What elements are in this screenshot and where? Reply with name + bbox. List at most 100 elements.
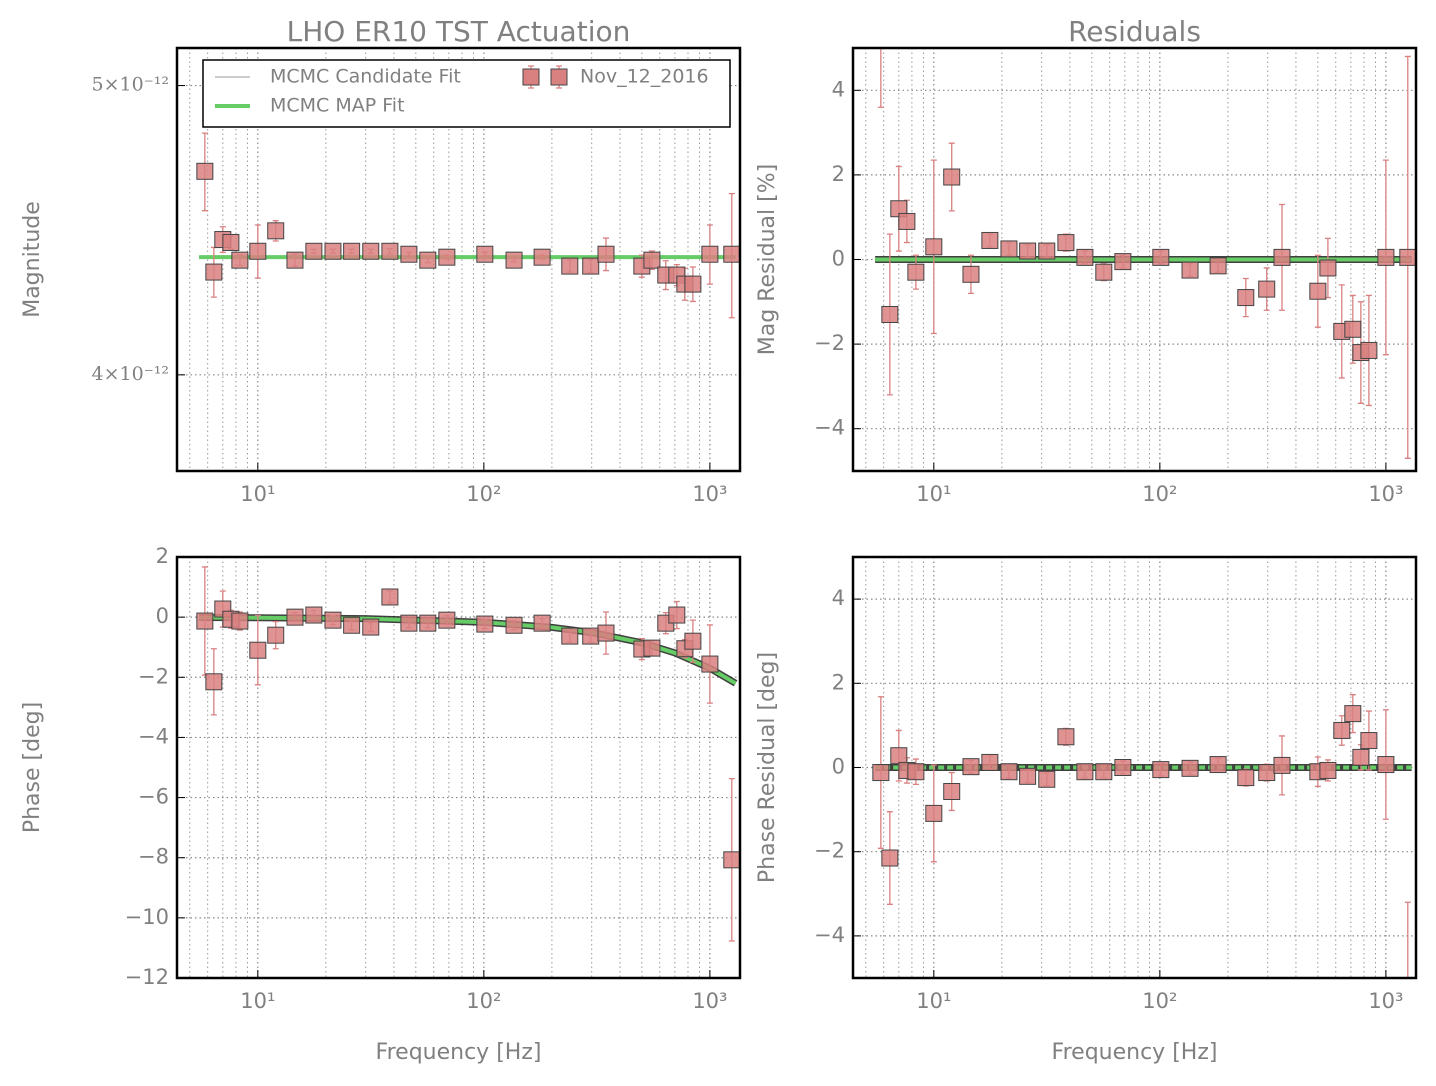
x-tick-label: 10² (466, 482, 501, 506)
data-point (881, 849, 899, 867)
axes-frame (851, 555, 1418, 980)
x-axis-label: Frequency [Hz] (376, 1040, 542, 1065)
data-point (1152, 248, 1170, 266)
plot-data (872, 694, 1412, 978)
data-point (597, 624, 615, 642)
data-point (476, 615, 494, 633)
data-point (1344, 705, 1362, 723)
data-point (872, 764, 890, 782)
legend-marker (550, 68, 568, 86)
legend-label: MCMC MAP Fit (270, 95, 405, 117)
y-tick-label: 2 (832, 162, 845, 186)
data-point (1319, 259, 1337, 277)
plot-data (196, 132, 740, 319)
x-tick-label: 10¹ (240, 482, 275, 506)
data-point (981, 231, 999, 249)
data-point (362, 242, 380, 260)
x-tick-label: 10² (1142, 989, 1177, 1013)
data-point (305, 606, 323, 624)
y-tick-label: −2 (138, 664, 169, 688)
legend-marker (522, 68, 540, 86)
y-tick-label: −4 (814, 923, 845, 947)
data-point (196, 162, 214, 180)
data-point (1076, 248, 1094, 266)
data-point (231, 251, 249, 269)
data-point (582, 257, 600, 275)
data-point (505, 616, 523, 634)
y-tick-label: −8 (138, 845, 169, 869)
data-point (1181, 759, 1199, 777)
data-point (943, 168, 961, 186)
y-tick-label: 0 (832, 247, 845, 271)
data-point (1309, 282, 1327, 300)
y-tick-label: −2 (814, 331, 845, 355)
data-point (701, 245, 719, 263)
y-axis-label: Phase Residual [deg] (755, 652, 780, 883)
data-point (684, 632, 702, 650)
data-point (1399, 248, 1416, 266)
y-tick-label: −6 (138, 785, 169, 809)
axes-frame (851, 46, 1418, 473)
axes-title: Residuals (1068, 15, 1201, 48)
y-tick-label: 4 (832, 77, 845, 101)
legend-label: Nov_12_2016 (580, 66, 709, 88)
data-point (1258, 280, 1276, 298)
data-point (231, 612, 249, 630)
y-tick-label: −4 (138, 724, 169, 748)
data-point (205, 673, 223, 691)
legend: Nov_12_2016 MCMC MAP Fit MCMC Candidate Fi… (202, 59, 731, 128)
data-point (1000, 763, 1018, 781)
y-tick-label: −10 (125, 905, 169, 929)
data-point (476, 245, 494, 263)
axes-frame (175, 46, 742, 473)
y-tick-label: −2 (814, 839, 845, 863)
data-point (597, 245, 615, 263)
data-point (196, 612, 214, 630)
data-point (962, 265, 980, 283)
axes: 10¹ 10² 10³ −4 −2 0 2 4 Frequency [Hz] Phase Resi… (755, 555, 1418, 1065)
data-point (907, 763, 925, 781)
y-tick-label: 2 (156, 544, 169, 568)
data-point (286, 251, 304, 269)
data-point (1057, 234, 1075, 252)
x-tick-label: 10³ (1368, 482, 1403, 506)
data-point (1038, 770, 1056, 788)
data-point (684, 275, 702, 293)
data-point (1273, 756, 1291, 774)
data-point (419, 614, 437, 632)
data-point (1360, 341, 1378, 359)
data-point (343, 616, 361, 634)
x-tick-label: 10³ (692, 482, 727, 506)
data-point (723, 245, 740, 263)
data-point (881, 305, 899, 323)
plot-data (196, 566, 740, 942)
data-point (1377, 248, 1395, 266)
data-point (701, 655, 719, 673)
data-point (643, 639, 661, 657)
data-point (362, 618, 380, 636)
data-point (267, 626, 285, 644)
data-point (1038, 242, 1056, 260)
y-tick-label: −4 (814, 416, 845, 440)
y-tick-label: −12 (125, 965, 169, 989)
axes-title: LHO ER10 TST Actuation (287, 15, 631, 48)
axes: 10¹ 10² 10³ −4 −2 0 2 4 Residuals Mag Residual [%… (755, 15, 1418, 506)
data-point (723, 851, 740, 869)
y-tick-label: 4×10⁻¹² (92, 363, 169, 385)
data-point (1114, 759, 1132, 776)
data-point (561, 627, 579, 645)
data-point (925, 238, 943, 256)
data-point (324, 611, 342, 629)
data-point (1273, 248, 1291, 266)
data-point (907, 263, 925, 281)
plot-data (875, 48, 1416, 459)
data-point (343, 242, 361, 260)
x-tick-label: 10¹ (916, 482, 951, 506)
data-point (1114, 253, 1132, 271)
data-point (205, 263, 223, 281)
error-bar (877, 48, 884, 108)
data-point (1360, 732, 1378, 750)
y-tick-label: 4 (832, 586, 845, 610)
data-point (1237, 769, 1255, 787)
